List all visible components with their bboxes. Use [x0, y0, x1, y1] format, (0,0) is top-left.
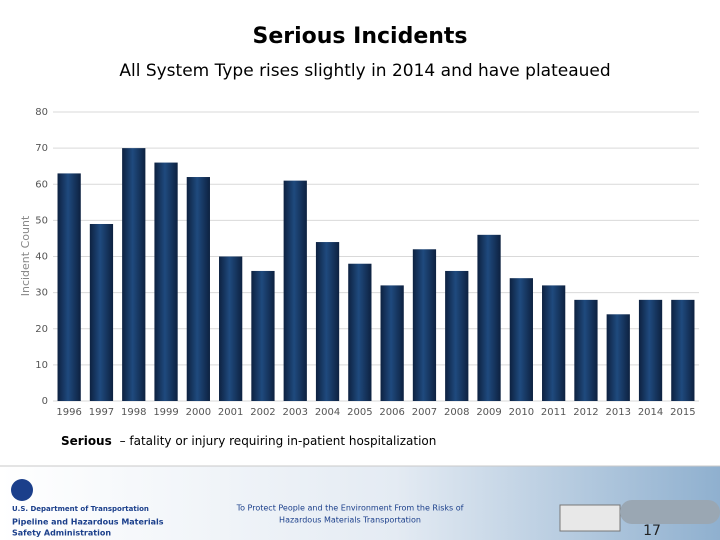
bar — [186, 177, 210, 401]
x-tick-label: 1996 — [56, 407, 81, 418]
bar — [509, 278, 533, 401]
y-tick-label: 10 — [35, 360, 48, 371]
bar — [412, 249, 437, 401]
y-tick-label: 0 — [42, 396, 48, 407]
x-tick-label: 2003 — [283, 407, 308, 418]
chart-title: Serious Incidents — [252, 24, 467, 49]
bar — [122, 148, 146, 401]
y-tick-label: 20 — [35, 324, 48, 335]
bar — [57, 173, 81, 401]
y-tick-label: 50 — [35, 215, 48, 226]
x-tick-label: 1997 — [89, 407, 114, 418]
bar — [445, 270, 469, 401]
bar — [542, 285, 566, 401]
x-tick-label: 2012 — [573, 407, 598, 418]
footnote-term: Serious — [61, 434, 112, 448]
plot: 0 10 20 30 40 50 60 70 80 1996 1997 1998 1999 2000 200… — [35, 107, 699, 418]
truck-icon — [559, 504, 621, 532]
footnote: Serious – fatality or injury requiring i… — [61, 434, 436, 448]
bar — [574, 299, 598, 401]
dot-logo — [11, 479, 33, 501]
bar — [154, 162, 178, 401]
bar — [380, 285, 404, 401]
bar — [251, 270, 275, 401]
bar — [89, 223, 114, 401]
x-tick-label: 1998 — [121, 407, 146, 418]
y-tick-label: 40 — [35, 252, 48, 263]
bar — [477, 234, 501, 401]
x-tick-label: 1999 — [153, 407, 178, 418]
bar — [671, 299, 695, 401]
y-tick-label: 60 — [35, 179, 48, 190]
x-tick-label: 2009 — [476, 407, 501, 418]
bar — [348, 263, 372, 401]
administration-line-2: Safety Administration — [12, 529, 111, 538]
chart-subtitle: All System Type rises slightly in 2014 a… — [119, 61, 610, 81]
pipeline-icon — [620, 500, 720, 524]
y-tick-label: 30 — [35, 288, 48, 299]
x-tick-label: 2001 — [218, 407, 243, 418]
bar — [606, 314, 630, 401]
motto-line-1: To Protect People and the Environment Fr… — [236, 504, 464, 513]
x-tick-label: 2010 — [509, 407, 534, 418]
page-number: 17 — [643, 523, 661, 539]
bar — [283, 180, 307, 401]
agency: U.S. Department of Transportation — [12, 505, 149, 513]
footnote-text: – fatality or injury requiring in-patien… — [120, 434, 437, 448]
y-tick-label: 80 — [35, 107, 48, 118]
bar — [315, 242, 340, 401]
motto-line-2: Hazardous Materials Transportation — [279, 516, 421, 525]
bar — [638, 299, 663, 401]
bar — [219, 256, 243, 401]
x-tick-label: 2006 — [379, 407, 404, 418]
y-tick-label: 70 — [35, 143, 48, 154]
x-tick-label: 2002 — [250, 407, 275, 418]
x-tick-label: 2000 — [186, 407, 211, 418]
x-tick-label: 2007 — [412, 407, 437, 418]
x-tick-label: 2008 — [444, 407, 469, 418]
y-axis-label: Incident Count — [19, 215, 32, 296]
x-tick-label: 2005 — [347, 407, 372, 418]
x-tick-label: 2013 — [606, 407, 631, 418]
x-tick-label: 2014 — [638, 407, 663, 418]
x-tick-label: 2004 — [315, 407, 340, 418]
x-tick-label: 2011 — [541, 407, 566, 418]
administration-line-1: Pipeline and Hazardous Materials — [12, 518, 164, 527]
x-tick-label: 2015 — [670, 407, 695, 418]
